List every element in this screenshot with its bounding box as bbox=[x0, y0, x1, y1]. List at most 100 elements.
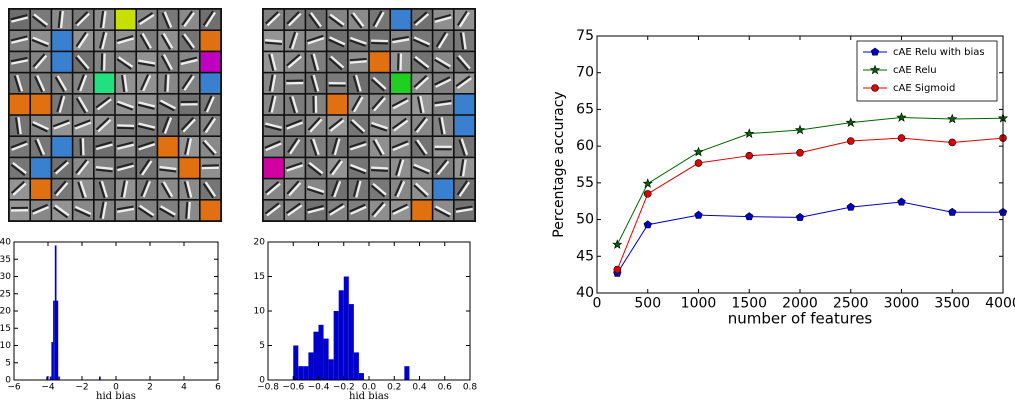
x-tick-label: 2 bbox=[147, 382, 153, 392]
filter-patch bbox=[391, 10, 411, 30]
filter-patch bbox=[201, 201, 221, 221]
series-line bbox=[617, 118, 1003, 245]
x-tick-label: −4 bbox=[41, 382, 55, 392]
y-tick-label: 5 bbox=[259, 341, 265, 351]
filter-patch bbox=[201, 52, 221, 72]
y-tick-label: 20 bbox=[0, 307, 11, 317]
filter-stroke bbox=[165, 75, 166, 92]
marker bbox=[745, 213, 753, 220]
hist-bar bbox=[50, 377, 52, 380]
filter-patch bbox=[116, 10, 136, 30]
filter-patch bbox=[327, 95, 347, 115]
filter-stroke bbox=[371, 41, 388, 42]
series-line bbox=[617, 202, 1003, 273]
marker bbox=[614, 266, 621, 273]
hist-bar bbox=[303, 366, 308, 380]
marker bbox=[644, 190, 651, 197]
plot-frame bbox=[14, 242, 218, 380]
figure: −6−4−202460510152025303540hid bias−0.8−0… bbox=[0, 0, 1015, 400]
legend-label: cAE Relu with bias bbox=[893, 47, 985, 58]
hist-bar bbox=[404, 366, 409, 380]
hist-bar bbox=[339, 290, 344, 380]
series-line bbox=[617, 138, 1003, 269]
marker bbox=[695, 160, 702, 167]
marker bbox=[613, 240, 622, 248]
filter-patch bbox=[201, 73, 221, 93]
filter-stroke bbox=[350, 61, 367, 62]
filter-patch bbox=[264, 158, 284, 178]
x-tick-label: 0.8 bbox=[463, 382, 478, 392]
y-tick-label: 60 bbox=[576, 138, 594, 154]
x-axis-label: hid bias bbox=[349, 391, 389, 400]
filter-patch bbox=[52, 31, 72, 51]
x-tick-label: 0.6 bbox=[438, 382, 453, 392]
x-axis-label: hid bias bbox=[96, 391, 136, 400]
y-axis-label: Percentage accuracy bbox=[551, 91, 567, 237]
filter-stroke bbox=[117, 128, 134, 129]
chart: −0.8−0.6−0.4−0.20.00.20.40.60.805101520h… bbox=[254, 238, 478, 400]
y-tick-label: 0 bbox=[5, 376, 11, 386]
hist-bar bbox=[57, 301, 59, 380]
marker bbox=[897, 113, 906, 121]
hist-bar bbox=[293, 346, 298, 381]
hist-bar bbox=[55, 245, 57, 380]
x-tick-label: −0.6 bbox=[282, 382, 304, 392]
marker bbox=[898, 135, 905, 142]
filter-patch bbox=[31, 95, 51, 115]
y-tick-label: 40 bbox=[0, 238, 11, 248]
marker bbox=[846, 118, 855, 126]
filter-stroke bbox=[371, 168, 388, 169]
filter-patch bbox=[433, 179, 453, 199]
x-tick-label: 3000 bbox=[884, 296, 920, 312]
filter-patch bbox=[31, 179, 51, 199]
y-tick-label: 45 bbox=[576, 248, 594, 264]
filter-stroke bbox=[350, 59, 367, 60]
hist-bar bbox=[298, 366, 303, 380]
marker bbox=[949, 139, 956, 146]
filter-stroke bbox=[265, 40, 282, 41]
marker bbox=[847, 203, 855, 210]
legend-label: cAE Relu bbox=[893, 65, 937, 76]
hist-bar bbox=[354, 352, 359, 380]
y-tick-label: 0 bbox=[259, 376, 265, 386]
y-tick-label: 10 bbox=[0, 341, 11, 351]
y-tick-label: 20 bbox=[254, 238, 266, 248]
filter-patch bbox=[370, 52, 390, 72]
x-tick-label: −2 bbox=[75, 382, 88, 392]
filter-stroke bbox=[83, 138, 84, 155]
marker bbox=[796, 125, 805, 133]
x-tick-label: 1000 bbox=[681, 296, 717, 312]
hist-bar bbox=[51, 342, 53, 380]
filter-stroke bbox=[189, 202, 190, 219]
y-tick-label: 75 bbox=[576, 28, 594, 44]
y-tick-label: 35 bbox=[0, 255, 11, 265]
filter-stroke bbox=[371, 170, 388, 171]
x-tick-label: 6 bbox=[215, 382, 221, 392]
marker bbox=[797, 149, 804, 156]
y-tick-label: 25 bbox=[0, 289, 11, 299]
x-tick-label: 0.4 bbox=[412, 382, 427, 392]
marker bbox=[746, 152, 753, 159]
hist-bar bbox=[324, 339, 329, 380]
hist-bar bbox=[58, 377, 60, 380]
hist-bar bbox=[344, 277, 349, 381]
marker bbox=[948, 208, 956, 215]
hist-bar bbox=[319, 325, 324, 380]
filter-patch bbox=[455, 116, 475, 136]
marker bbox=[745, 129, 754, 137]
y-tick-label: 50 bbox=[576, 212, 594, 228]
hist-bar bbox=[308, 352, 313, 380]
filter-patch bbox=[455, 95, 475, 115]
x-tick-label: 500 bbox=[634, 296, 661, 312]
y-tick-label: 70 bbox=[576, 65, 594, 81]
y-tick-label: 40 bbox=[576, 285, 594, 301]
filter-patch bbox=[179, 158, 199, 178]
filter-patch bbox=[31, 158, 51, 178]
marker bbox=[644, 221, 652, 228]
filter-stroke bbox=[117, 125, 134, 126]
filter-patch bbox=[412, 201, 432, 221]
x-tick-label: −0.4 bbox=[308, 382, 330, 392]
hist-bar bbox=[359, 373, 364, 380]
y-tick-label: 55 bbox=[576, 175, 594, 191]
filter-patch bbox=[158, 137, 178, 157]
